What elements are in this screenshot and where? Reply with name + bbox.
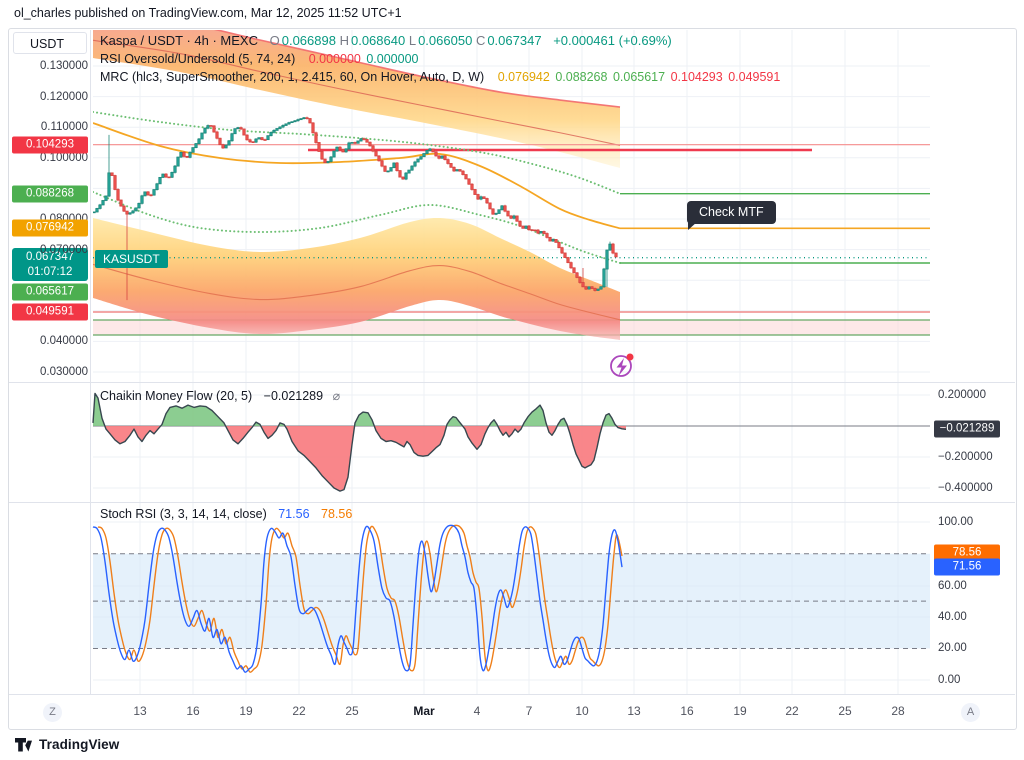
tradingview-logo-icon [15,738,32,752]
cmf-axis-label: −0.400000 [938,482,993,494]
stoch-axis-label: 40.00 [938,611,967,623]
stoch-axis-label: 20.00 [938,642,967,654]
hide-value-icon[interactable]: ⌀ [332,389,341,403]
cmf-indicator-title[interactable]: Chaikin Money Flow (20, 5) [100,389,253,403]
price-axis-badge: 0.049591 [12,303,88,321]
time-axis-label[interactable]: 25 [838,704,852,718]
bar-countdown: 01:07:12 [27,266,73,278]
time-axis-label[interactable]: Mar [413,704,435,718]
price-axis-label: 0.110000 [40,121,88,134]
stoch-value-badge: 78.56 [934,544,1000,562]
symbol-title[interactable]: Kaspa / USDT · 4h · MEXC [100,33,258,48]
time-axis-label[interactable]: 13 [133,704,147,718]
price-axis-label: 0.130000 [40,60,88,72]
price-axis-badge: 0.076942 [12,219,88,237]
legend-symbol-row[interactable]: Kaspa / USDT · 4h · MEXC O 0.066898 H 0.06… [100,33,672,48]
flash-alert-icon[interactable] [610,353,634,377]
change-value: +0.000461 (+0.69%) [553,33,672,48]
cmf-axis-label: 0.200000 [938,389,986,401]
time-axis-label[interactable]: 7 [525,704,533,718]
ohlc-value: 0.066050 [418,33,473,48]
cmf-axis-label: −0.200000 [938,451,993,463]
ohlc-key: C [475,33,486,48]
price-axis-currency[interactable]: USDT [13,32,87,54]
mrc-value: 0.049591 [728,70,781,84]
ohlc-key: O [269,33,280,48]
stoch-axis-label: 100.00 [938,516,974,528]
legend-cmf-row[interactable]: Chaikin Money Flow (20, 5) −0.021289 ⌀ [100,388,340,403]
rsi-value: 0.000000 [366,52,419,66]
symbol-marker-label: KASUSDT [95,250,168,268]
current-price: 0.067347 [26,251,74,263]
cmf-value: −0.021289 [263,389,324,403]
time-axis-label[interactable]: 4 [473,704,481,718]
cmf-value-badge: −0.021289 [934,420,1000,438]
mrc-value: 0.065617 [612,70,666,84]
ohlc-value: 0.066898 [281,33,336,48]
mrc-value: 0.076942 [497,70,550,84]
time-axis-label[interactable]: 19 [733,704,747,718]
current-price-badge: 0.067347 01:07:12 [12,248,88,281]
time-axis-label[interactable]: 16 [186,704,200,718]
time-axis-label[interactable]: 13 [627,704,641,718]
time-axis-label[interactable]: 10 [575,704,589,718]
ohlc-key: H [339,33,349,48]
legend-stoch-row[interactable]: Stoch RSI (3, 3, 14, 14, close) 71.56 78… [100,507,352,521]
time-axis-label[interactable]: 19 [239,704,253,718]
ohlc-value: 0.067347 [487,33,542,48]
time-axis-label[interactable]: 22 [292,704,306,718]
time-axis-label[interactable]: 16 [680,704,694,718]
time-axis-label[interactable]: 28 [891,704,905,718]
price-axis-label: 0.070000 [40,243,88,256]
price-axis-badge: 0.104293 [12,136,88,154]
published-line: ol_charles published on TradingView.com,… [14,6,402,20]
price-axis-label: 0.030000 [40,366,88,378]
ohlc-value: 0.068640 [350,33,406,48]
price-axis-label: 0.120000 [40,90,88,103]
rsi-values: 0.000000 0.000000 [307,52,419,66]
ohlc-values: O 0.066898 H 0.068640 L 0.066050 C 0.067347 [270,33,546,48]
time-axis-label[interactable]: 25 [345,704,359,718]
auto-scale-button[interactable]: A [961,703,980,722]
time-axis-label[interactable]: 22 [785,704,799,718]
stoch-axis-label: 0.00 [938,674,961,686]
tradingview-brand-text: TradingView [39,737,120,752]
stoch-d-value: 78.56 [321,507,353,521]
mrc-value: 0.088268 [555,70,608,84]
price-axis-badge: 0.088268 [12,185,88,203]
price-axis-label: 0.100000 [40,151,88,164]
legend-mrc-row[interactable]: MRC (hlc3, SuperSmoother, 200, 1, 2.415,… [100,70,780,84]
price-axis-badge: 0.065617 [12,283,88,301]
timezone-button[interactable]: Z [43,703,62,722]
stoch-k-value: 71.56 [278,507,310,521]
price-axis-label: 0.040000 [40,335,88,348]
tradingview-attribution[interactable]: TradingView [14,735,119,754]
legend-rsi-row[interactable]: RSI Oversold/Undersold (5, 74, 24) 0.000… [100,52,418,66]
ohlc-key: L [408,33,417,48]
stoch-value-badge: 71.56 [934,558,1000,576]
rsi-indicator-title[interactable]: RSI Oversold/Undersold (5, 74, 24) [100,52,296,66]
stoch-indicator-title[interactable]: Stoch RSI (3, 3, 14, 14, close) [100,507,267,521]
mrc-values: 0.076942 0.088268 0.065617 0.104293 0.04… [496,70,781,84]
stoch-axis-label: 60.00 [938,580,967,592]
rsi-value: 0.000000 [308,52,361,66]
check-mtf-tooltip: Check MTF [687,201,776,230]
mrc-indicator-title[interactable]: MRC (hlc3, SuperSmoother, 200, 1, 2.415,… [100,70,485,84]
mrc-value: 0.104293 [670,70,723,84]
